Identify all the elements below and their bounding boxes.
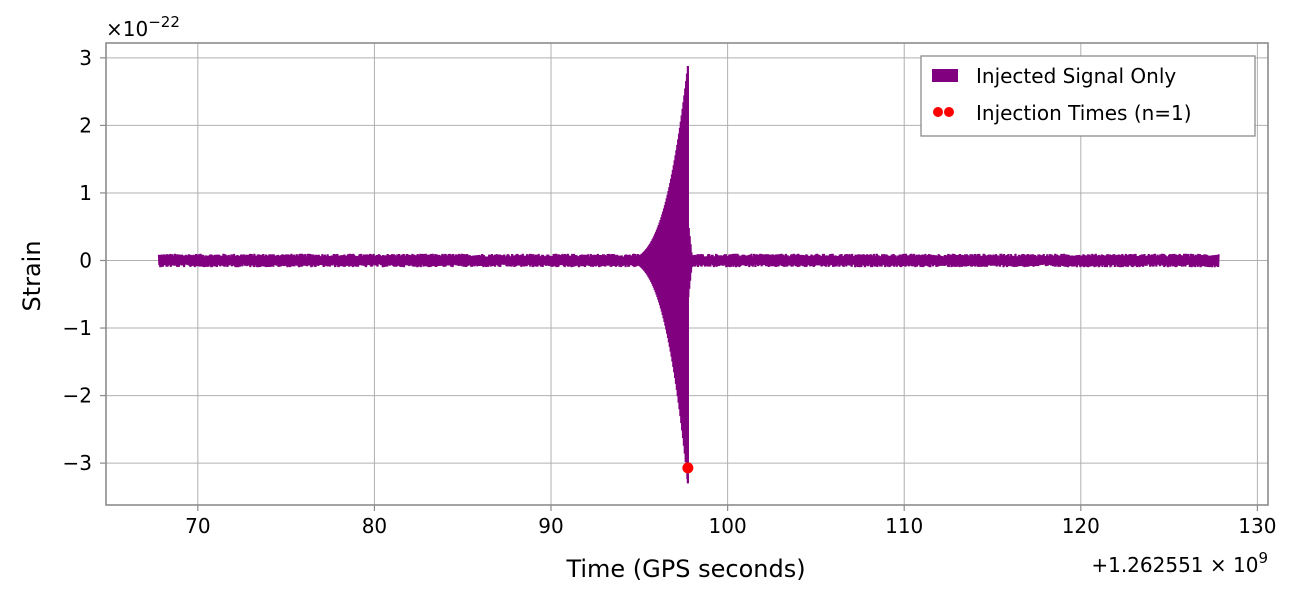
legend-label-injection-times: Injection Times (n=1) (976, 101, 1192, 125)
y-axis-title: Strain (18, 240, 46, 311)
legend-swatch-injected-signal (932, 69, 958, 82)
y-axis-multiplier-exponent: −22 (148, 13, 180, 31)
x-axis-ticks: 70 80 90 100 110 120 130 (185, 505, 1276, 538)
x-axis-title: Time (GPS seconds) (565, 555, 805, 583)
injected-signal-line (157, 65, 1220, 484)
legend: Injected Signal Only Injection Times (n=… (920, 55, 1256, 137)
y-tick-label: 0 (79, 248, 92, 272)
injected-signal-series (157, 65, 1220, 484)
x-tick-label: 70 (185, 514, 210, 538)
axes-frame (105, 42, 1269, 506)
injection-times-series (682, 462, 694, 474)
y-tick-label: 3 (79, 46, 92, 70)
legend-box (920, 55, 1256, 137)
x-tick-label: 110 (885, 514, 923, 538)
y-tick-label: −2 (63, 384, 92, 408)
x-axis-offset-base: +1.262551 (1091, 553, 1203, 577)
y-tick-label: 2 (79, 113, 92, 137)
x-tick-label: 90 (538, 514, 563, 538)
y-tick-label: −1 (63, 316, 92, 340)
x-axis-offset-exponent: 9 (1258, 549, 1268, 567)
legend-swatch-injection-dot-1 (933, 107, 943, 117)
x-tick-label: 80 (362, 514, 387, 538)
y-axis-ticks: −3 −2 −1 0 1 2 3 (63, 46, 106, 475)
x-tick-label: 100 (709, 514, 747, 538)
y-tick-label: −3 (63, 451, 92, 475)
x-axis-offset: +1.262551 × 109 (1091, 549, 1268, 577)
x-tick-label: 120 (1062, 514, 1100, 538)
injection-time-point (682, 462, 694, 474)
y-axis-multiplier: ×10−22 (106, 13, 180, 41)
legend-label-injected-signal: Injected Signal Only (976, 64, 1176, 88)
legend-swatch-injection-dot-2 (944, 107, 954, 117)
x-tick-label: 130 (1238, 514, 1276, 538)
y-tick-label: 1 (79, 181, 92, 205)
